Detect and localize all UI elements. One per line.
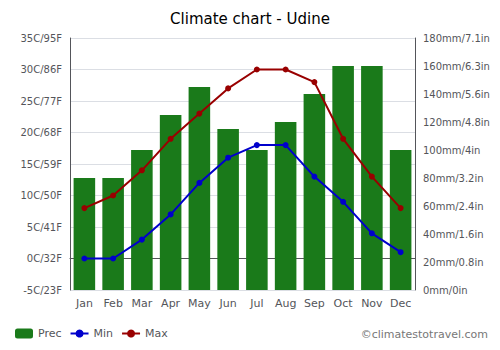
svg-text:120mm/4.8in: 120mm/4.8in — [423, 117, 490, 128]
svg-text:-5C/23F: -5C/23F — [23, 285, 62, 296]
svg-text:Aug: Aug — [275, 297, 296, 310]
svg-text:20C/68F: 20C/68F — [20, 127, 62, 138]
svg-text:Min: Min — [94, 327, 114, 340]
svg-text:15C/59F: 15C/59F — [20, 159, 62, 170]
svg-text:100mm/4in: 100mm/4in — [423, 145, 480, 156]
svg-text:5C/41F: 5C/41F — [27, 222, 62, 233]
svg-text:0C/32F: 0C/32F — [27, 253, 62, 264]
svg-text:May: May — [188, 297, 211, 310]
svg-text:Oct: Oct — [334, 297, 354, 310]
svg-text:©climatestotravel.com: ©climatestotravel.com — [361, 328, 488, 341]
svg-text:Nov: Nov — [361, 297, 383, 310]
svg-text:80mm/3.2in: 80mm/3.2in — [423, 173, 484, 184]
svg-text:Jan: Jan — [75, 297, 93, 310]
svg-text:Sep: Sep — [304, 297, 325, 310]
svg-text:Dec: Dec — [390, 297, 411, 310]
svg-text:180mm/7.1in: 180mm/7.1in — [423, 33, 490, 44]
svg-text:140mm/5.6in: 140mm/5.6in — [423, 89, 490, 100]
svg-text:Climate chart - Udine: Climate chart - Udine — [170, 10, 330, 28]
svg-text:Max: Max — [145, 327, 168, 340]
svg-text:10C/50F: 10C/50F — [20, 190, 62, 201]
svg-text:Prec: Prec — [38, 327, 62, 340]
svg-text:30C/86F: 30C/86F — [20, 64, 62, 75]
svg-text:60mm/2.4in: 60mm/2.4in — [423, 201, 484, 212]
svg-text:160mm/6.3in: 160mm/6.3in — [423, 61, 490, 72]
svg-text:Jul: Jul — [249, 297, 263, 310]
svg-text:25C/77F: 25C/77F — [20, 96, 62, 107]
svg-text:Apr: Apr — [161, 297, 181, 310]
svg-text:40mm/1.6in: 40mm/1.6in — [423, 229, 484, 240]
svg-text:Feb: Feb — [103, 297, 122, 310]
svg-text:20mm/0.8in: 20mm/0.8in — [423, 257, 484, 268]
svg-text:Mar: Mar — [131, 297, 152, 310]
svg-text:0mm/0in: 0mm/0in — [423, 285, 468, 296]
svg-text:35C/95F: 35C/95F — [20, 33, 62, 44]
svg-text:Jun: Jun — [219, 297, 237, 310]
